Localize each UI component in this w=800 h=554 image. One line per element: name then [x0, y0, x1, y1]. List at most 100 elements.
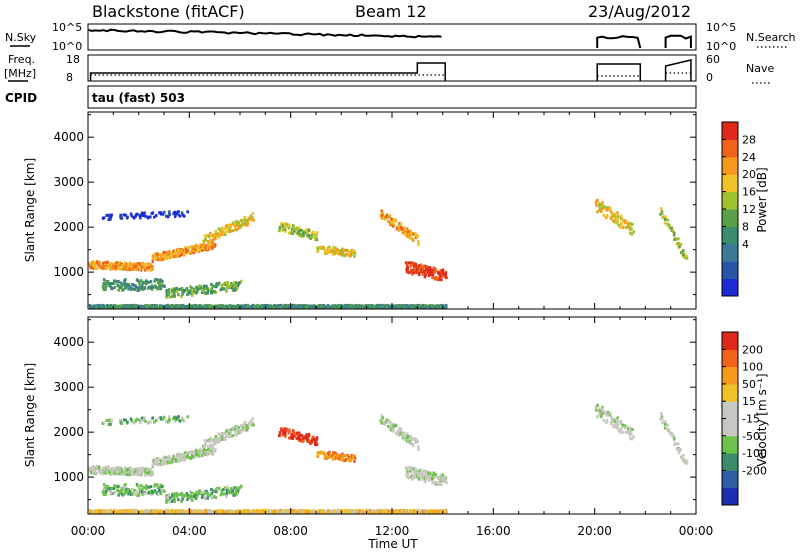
velocity-cell [96, 467, 100, 471]
velocity-cell [420, 510, 423, 514]
velocity-cell [390, 422, 394, 426]
velocity-cell [131, 469, 135, 473]
power-cell [140, 285, 144, 289]
power-cell [214, 290, 218, 294]
velocity-cell [292, 509, 296, 513]
velocity-cell [288, 436, 291, 440]
power-cell [131, 283, 135, 287]
power-cell [403, 232, 407, 236]
power-cell [173, 290, 176, 294]
power-cell [682, 253, 685, 257]
velocity-cell [112, 487, 116, 491]
velocity-cell [190, 498, 194, 502]
velocity-cell [307, 433, 311, 437]
velocity-cell [173, 495, 176, 499]
velocity-cell [147, 490, 151, 494]
power-cell [192, 287, 196, 291]
power-cell [333, 248, 336, 252]
power-cell [180, 253, 183, 257]
power-cell [424, 305, 428, 309]
velocity-cell [191, 453, 194, 457]
power-cell [247, 216, 251, 220]
velocity-cell [211, 447, 214, 451]
power-cell [343, 248, 347, 252]
velocity-cell [147, 473, 150, 477]
velocity-cell [192, 452, 195, 456]
power-cell [109, 217, 112, 221]
velocity-cell [139, 510, 142, 514]
power-cell [88, 261, 91, 265]
power-cell [305, 228, 308, 232]
power-cell [296, 306, 300, 310]
velocity-cell [135, 472, 138, 476]
velocity-cell [119, 472, 122, 476]
power-cell [267, 305, 271, 309]
power-cell [624, 221, 627, 225]
velocity-cell [124, 471, 127, 475]
velocity-cell [202, 451, 205, 455]
velocity-cell [166, 457, 169, 461]
freq-label-line2: [MHz] [4, 67, 36, 80]
velocity-cell [337, 457, 341, 461]
power-cell [113, 286, 117, 290]
power-cell [202, 305, 206, 309]
velocity-cell [151, 490, 154, 494]
velocity-cell [102, 487, 105, 491]
velocity-cell [181, 418, 185, 422]
velocity-cell [424, 510, 428, 514]
power-cell [246, 304, 250, 308]
velocity-cell [230, 486, 233, 490]
power-cell [323, 248, 327, 252]
velocity-cell [201, 493, 204, 497]
velocity-cell [127, 487, 131, 491]
velocity-cell [419, 468, 423, 472]
velocity-cell [204, 510, 207, 514]
velocity-cell [202, 492, 206, 496]
velocity-cell [279, 508, 283, 512]
velocity-cell [119, 491, 122, 495]
power-cell [215, 233, 218, 237]
velocity-cell [605, 421, 608, 425]
velocity-cell [208, 440, 211, 444]
power-cell [131, 264, 135, 268]
power-cell [439, 305, 443, 309]
power-cell [235, 228, 238, 232]
velocity-cell [147, 468, 151, 472]
velocity-cell [130, 509, 133, 513]
power-cell [186, 292, 189, 296]
velocity-cell [116, 489, 119, 493]
velocity-cell [102, 510, 106, 514]
velocity-cell [435, 482, 438, 486]
power-cell [409, 229, 412, 233]
power-cell [245, 223, 248, 227]
velocity-cell [284, 430, 287, 434]
power-cell [136, 262, 140, 266]
velocity-cell [200, 510, 204, 514]
velocity-cell [93, 469, 96, 473]
power-cell [143, 268, 147, 272]
power-cell [108, 284, 111, 288]
power-cell [177, 210, 180, 214]
velocity-cell [173, 420, 177, 424]
power-cell [183, 252, 187, 256]
velocity-cell [214, 495, 218, 499]
power-cell [402, 226, 406, 230]
velocity-cell [115, 466, 119, 470]
velocity-cell [117, 470, 120, 474]
velocity-cell [412, 476, 415, 480]
power-ylabel: Slant Range [km] [23, 158, 37, 262]
power-cell [228, 306, 231, 310]
power-cell [125, 263, 129, 267]
velocity-cell [159, 416, 163, 420]
velocity-cell [227, 489, 230, 493]
velocity-cell [166, 498, 169, 502]
power-cell [104, 281, 107, 285]
power-cell [164, 255, 168, 259]
power-cell [340, 304, 344, 308]
velocity-cell [659, 417, 662, 421]
velocity-cell [178, 492, 181, 496]
power-cell [617, 224, 621, 228]
power-cell [107, 218, 111, 222]
